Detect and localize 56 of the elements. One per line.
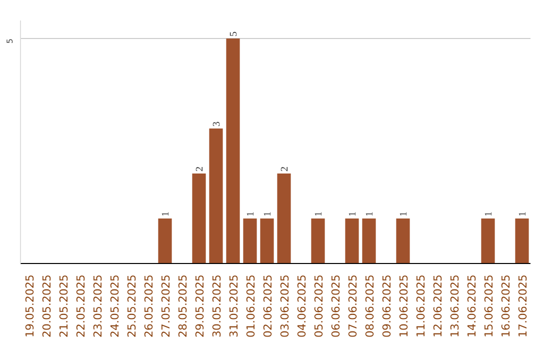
x-tick-label: 22.05.2025 xyxy=(74,274,88,338)
x-tick-label: 15.06.2025 xyxy=(482,274,496,338)
x-tick-label: 08.06.2025 xyxy=(364,274,376,338)
x-tick-label: 12.06.2025 xyxy=(432,274,444,338)
data-label: 1 xyxy=(262,212,274,216)
x-tick-label: 19.05.2025 xyxy=(24,274,36,338)
bar xyxy=(481,218,495,264)
bar xyxy=(396,218,410,264)
x-tick-label: 28.05.2025 xyxy=(176,274,190,338)
x-tick-label: 05.06.2025 xyxy=(312,274,326,338)
data-label: 1 xyxy=(246,212,256,216)
x-tick-label: 21.05.2025 xyxy=(58,274,70,338)
x-tick-label: 03.06.2025 xyxy=(278,274,292,338)
x-tick-label: 10.06.2025 xyxy=(398,274,410,338)
bar xyxy=(260,218,274,264)
data-label: 5 xyxy=(228,32,240,36)
data-label: 3 xyxy=(212,122,222,126)
data-label: 1 xyxy=(160,212,172,216)
data-label: 1 xyxy=(348,212,358,216)
x-tick-label: 26.05.2025 xyxy=(142,274,156,338)
x-tick-label: 25.05.2025 xyxy=(126,274,138,338)
x-tick-label: 13.06.2025 xyxy=(448,274,462,338)
bar xyxy=(345,218,359,264)
x-tick-label: 16.06.2025 xyxy=(500,274,512,338)
bar xyxy=(226,38,240,264)
data-label: 1 xyxy=(364,212,376,216)
data-label: 2 xyxy=(280,166,290,172)
x-tick-label: 24.05.2025 xyxy=(108,274,122,338)
data-label: 1 xyxy=(518,212,528,216)
x-tick-label: 02.06.2025 xyxy=(262,274,274,338)
x-tick-label: 31.05.2025 xyxy=(228,274,240,338)
x-tick-label: 09.06.2025 xyxy=(380,274,394,338)
x-tick-label: 29.05.2025 xyxy=(194,274,206,338)
x-tick-label: 07.06.2025 xyxy=(346,274,360,338)
x-tick-label: 06.06.2025 xyxy=(330,274,342,338)
x-tick-label: 11.06.2025 xyxy=(414,274,428,338)
x-tick-label: 30.05.2025 xyxy=(210,274,224,338)
bar xyxy=(209,128,223,264)
x-tick-label: 23.05.2025 xyxy=(92,274,104,338)
bar xyxy=(515,218,529,264)
data-label: 2 xyxy=(194,166,206,172)
bar xyxy=(192,174,206,264)
x-tick-label: 04.06.2025 xyxy=(296,274,308,338)
x-tick-label: 20.05.2025 xyxy=(40,274,54,338)
data-label: 1 xyxy=(314,212,324,216)
bar xyxy=(158,218,172,264)
bar xyxy=(277,174,291,264)
x-tick-label: 17.06.2025 xyxy=(516,274,530,338)
bar xyxy=(311,218,325,264)
data-label: 1 xyxy=(398,212,410,216)
x-tick-label: 14.06.2025 xyxy=(466,274,478,338)
x-tick-label: 27.05.2025 xyxy=(160,274,172,338)
bar xyxy=(362,218,376,264)
x-tick-label: 01.06.2025 xyxy=(244,274,258,338)
bar xyxy=(243,218,257,264)
data-label: 1 xyxy=(484,212,494,216)
